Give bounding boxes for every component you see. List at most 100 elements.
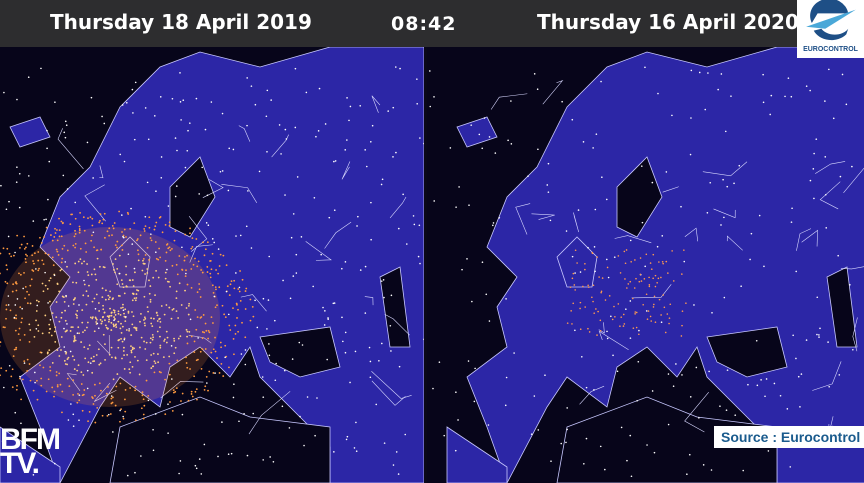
flight-dot bbox=[652, 306, 655, 308]
flight-dot bbox=[66, 363, 69, 366]
flight-dot bbox=[573, 284, 576, 286]
flight-dot bbox=[139, 234, 142, 237]
flight-dot bbox=[658, 261, 660, 263]
flight-dot bbox=[76, 369, 79, 372]
flight-dot bbox=[690, 117, 692, 119]
flight-dot bbox=[207, 337, 210, 340]
flight-dot bbox=[105, 289, 107, 292]
flight-dot bbox=[5, 308, 8, 311]
flight-dot bbox=[62, 174, 65, 177]
flight-dot bbox=[232, 148, 235, 151]
flight-dot bbox=[344, 331, 347, 334]
sea-area bbox=[826, 266, 858, 348]
flight-dot bbox=[113, 319, 115, 322]
flight-dot bbox=[295, 272, 298, 274]
land-mass bbox=[19, 47, 424, 483]
flight-dot bbox=[76, 401, 79, 404]
flight-dot bbox=[390, 294, 393, 297]
flight-dot bbox=[617, 255, 620, 257]
flight-dot bbox=[645, 253, 648, 256]
flight-dot bbox=[346, 435, 349, 438]
flight-dot bbox=[690, 69, 693, 72]
flight-dot bbox=[14, 411, 17, 414]
flight-dot bbox=[53, 236, 56, 238]
flight-dot bbox=[212, 372, 215, 374]
flight-dot bbox=[203, 443, 206, 446]
flight-dot bbox=[342, 340, 344, 343]
flight-dot bbox=[170, 317, 173, 320]
flight-dot bbox=[49, 366, 52, 368]
flight-dot bbox=[585, 437, 588, 440]
flight-dot bbox=[333, 451, 335, 453]
border-line bbox=[202, 179, 224, 198]
flight-dot bbox=[767, 450, 770, 452]
flight-dot bbox=[686, 473, 688, 476]
flight-dot bbox=[78, 225, 81, 228]
flight-dot bbox=[233, 279, 236, 282]
flight-dot bbox=[291, 358, 294, 360]
flight-dot bbox=[474, 367, 476, 370]
flight-dot bbox=[61, 247, 64, 250]
flight-dot bbox=[604, 468, 606, 471]
flight-dot bbox=[170, 247, 173, 250]
flight-dot bbox=[668, 317, 671, 319]
flight-dot bbox=[200, 316, 203, 318]
flight-dot bbox=[80, 383, 83, 385]
flight-dot bbox=[17, 333, 20, 336]
flight-dot bbox=[181, 392, 184, 395]
flight-dot bbox=[123, 338, 126, 341]
flight-dot bbox=[236, 317, 238, 319]
flight-dot bbox=[471, 300, 473, 303]
flight-dot bbox=[78, 304, 80, 306]
flight-dot bbox=[31, 245, 34, 247]
flight-dot bbox=[79, 211, 82, 214]
flight-dot bbox=[173, 352, 176, 355]
flight-dot bbox=[122, 286, 125, 289]
flight-dot bbox=[155, 312, 158, 314]
flight-dot bbox=[265, 115, 268, 118]
flight-dot bbox=[20, 422, 22, 425]
flight-dot bbox=[90, 239, 93, 242]
flight-dot bbox=[75, 281, 78, 284]
flight-dot bbox=[245, 225, 248, 228]
flight-dot bbox=[102, 218, 105, 221]
flight-dot bbox=[151, 338, 154, 341]
flight-dot bbox=[189, 368, 191, 370]
flight-dot bbox=[675, 363, 677, 365]
flight-dot bbox=[634, 311, 637, 313]
flight-dot bbox=[392, 156, 394, 158]
flight-dot bbox=[254, 299, 256, 302]
flight-dot bbox=[28, 340, 31, 343]
flight-dot bbox=[159, 320, 162, 323]
flight-dot bbox=[185, 356, 187, 359]
flight-dot bbox=[638, 280, 641, 283]
flight-dot bbox=[818, 334, 820, 336]
flight-dot bbox=[597, 310, 599, 313]
flight-dot bbox=[72, 425, 75, 427]
flight-dot bbox=[116, 373, 119, 375]
flight-dot bbox=[607, 276, 610, 279]
flight-dot bbox=[816, 296, 819, 299]
eurocontrol-swoosh-icon bbox=[806, 0, 856, 41]
flight-dot bbox=[157, 258, 160, 261]
flight-dot bbox=[707, 72, 709, 74]
flight-dot bbox=[230, 280, 233, 282]
flight-dot bbox=[238, 290, 241, 293]
flight-dot bbox=[99, 219, 101, 222]
flight-dot bbox=[180, 304, 183, 306]
border-line bbox=[713, 208, 736, 219]
flight-dot bbox=[566, 322, 569, 324]
flight-dot bbox=[588, 331, 591, 333]
flight-dot bbox=[15, 317, 18, 320]
border-line bbox=[614, 235, 652, 244]
flight-dot bbox=[121, 214, 123, 216]
flight-dot bbox=[114, 356, 117, 359]
flight-dot bbox=[333, 209, 336, 212]
flight-dot bbox=[73, 235, 76, 238]
flight-dot bbox=[760, 379, 762, 381]
flight-dot bbox=[104, 298, 107, 301]
flight-dot bbox=[241, 278, 244, 281]
flight-dot bbox=[186, 335, 188, 338]
right-date-title: Thursday 16 April 2020 bbox=[537, 10, 799, 34]
flight-dot bbox=[26, 242, 29, 245]
